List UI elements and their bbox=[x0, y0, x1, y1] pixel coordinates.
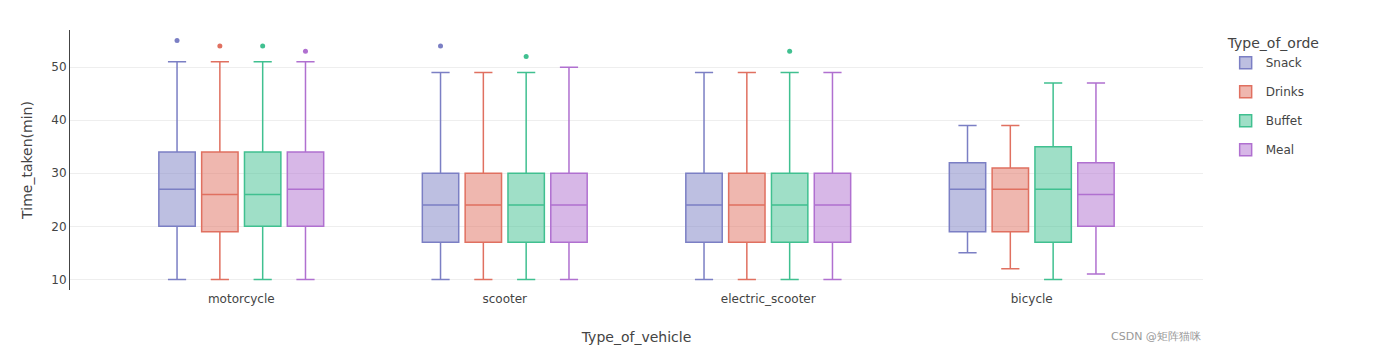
svg-text:bicycle: bicycle bbox=[1011, 292, 1053, 306]
svg-text:Time_taken(min): Time_taken(min) bbox=[19, 101, 35, 220]
svg-text:Type_of_orde: Type_of_orde bbox=[1227, 35, 1319, 51]
svg-text:Drinks: Drinks bbox=[1266, 85, 1304, 99]
svg-text:30: 30 bbox=[51, 166, 66, 180]
svg-text:Meal: Meal bbox=[1266, 143, 1294, 157]
svg-text:Type_of_vehicle: Type_of_vehicle bbox=[581, 329, 692, 345]
svg-text:50: 50 bbox=[51, 60, 66, 74]
svg-text:motorcycle: motorcycle bbox=[208, 292, 275, 306]
svg-text:Snack: Snack bbox=[1266, 56, 1302, 70]
svg-text:electric_scooter: electric_scooter bbox=[721, 292, 816, 306]
svg-text:scooter: scooter bbox=[482, 292, 527, 306]
svg-text:20: 20 bbox=[51, 220, 66, 234]
svg-text:Buffet: Buffet bbox=[1266, 114, 1302, 128]
svg-text:40: 40 bbox=[51, 113, 66, 127]
svg-text:10: 10 bbox=[51, 273, 66, 287]
svg-text:CSDN @矩阵猫咪: CSDN @矩阵猫咪 bbox=[1111, 330, 1201, 343]
